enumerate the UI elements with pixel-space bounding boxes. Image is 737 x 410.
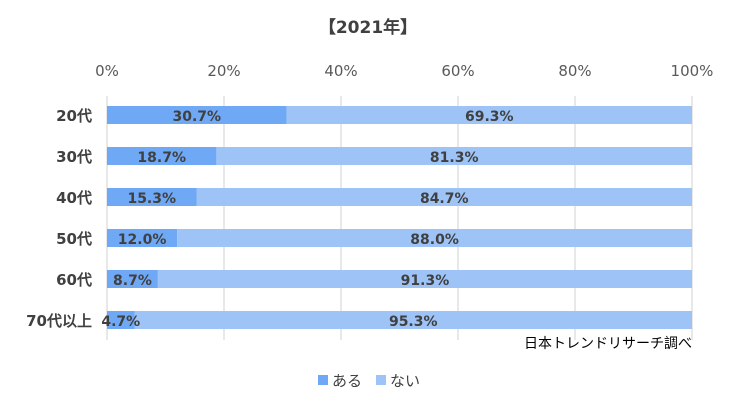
x-axis-ticks: 0% 20% 40% 60% 80% 100% xyxy=(95,62,713,80)
x-tick-label: 60% xyxy=(441,62,474,80)
legend-label: ない xyxy=(390,372,420,390)
bar-segment xyxy=(196,188,692,206)
category-label: 60代 xyxy=(56,271,92,289)
bar-segment xyxy=(177,229,692,247)
bar-segment xyxy=(216,147,692,165)
x-tick-label: 40% xyxy=(324,62,357,80)
bar-segment xyxy=(157,270,692,288)
data-label: 88.0% xyxy=(410,232,459,248)
x-tick-label: 100% xyxy=(671,62,714,80)
data-label: 12.0% xyxy=(118,232,167,248)
gridlines xyxy=(106,96,693,340)
category-label: 70代以上 xyxy=(26,312,92,330)
category-label: 30代 xyxy=(56,148,92,166)
data-label: 30.7% xyxy=(173,109,222,125)
chart-title: 【2021年】 xyxy=(319,17,417,38)
data-label: 95.3% xyxy=(389,314,438,330)
category-labels: 20代 30代 40代 50代 60代 70代以上 xyxy=(26,107,92,330)
data-labels: 30.7% 69.3% 18.7% 81.3% 15.3% 84.7% 12.0% 88.0%… xyxy=(101,109,513,330)
data-label: 8.7% xyxy=(113,273,152,289)
data-label: 91.3% xyxy=(401,273,450,289)
bar-segment xyxy=(107,188,197,206)
data-label: 4.7% xyxy=(101,314,140,330)
bar-segment xyxy=(134,311,692,329)
bar-segment xyxy=(107,106,287,124)
x-tick-label: 20% xyxy=(207,62,240,80)
source-note: 日本トレンドリサーチ調べ xyxy=(524,336,692,352)
data-label: 69.3% xyxy=(465,109,514,125)
category-label: 50代 xyxy=(56,230,92,248)
bar-segment xyxy=(107,147,217,165)
x-tick-label: 80% xyxy=(558,62,591,80)
category-label: 40代 xyxy=(56,189,92,207)
legend-label: ある xyxy=(332,372,362,390)
data-label: 15.3% xyxy=(127,191,176,207)
legend-swatch xyxy=(318,375,328,385)
bar-segment xyxy=(107,229,178,247)
x-tick-label: 0% xyxy=(95,62,119,80)
data-label: 81.3% xyxy=(430,150,479,166)
bar-segment xyxy=(107,270,158,288)
data-label: 18.7% xyxy=(137,150,186,166)
data-label: 84.7% xyxy=(420,191,469,207)
bar-segment xyxy=(107,311,135,329)
legend: ある ない xyxy=(318,372,420,390)
category-label: 20代 xyxy=(56,107,92,125)
bar-segment xyxy=(286,106,692,124)
bars xyxy=(107,106,692,329)
legend-swatch xyxy=(376,375,386,385)
